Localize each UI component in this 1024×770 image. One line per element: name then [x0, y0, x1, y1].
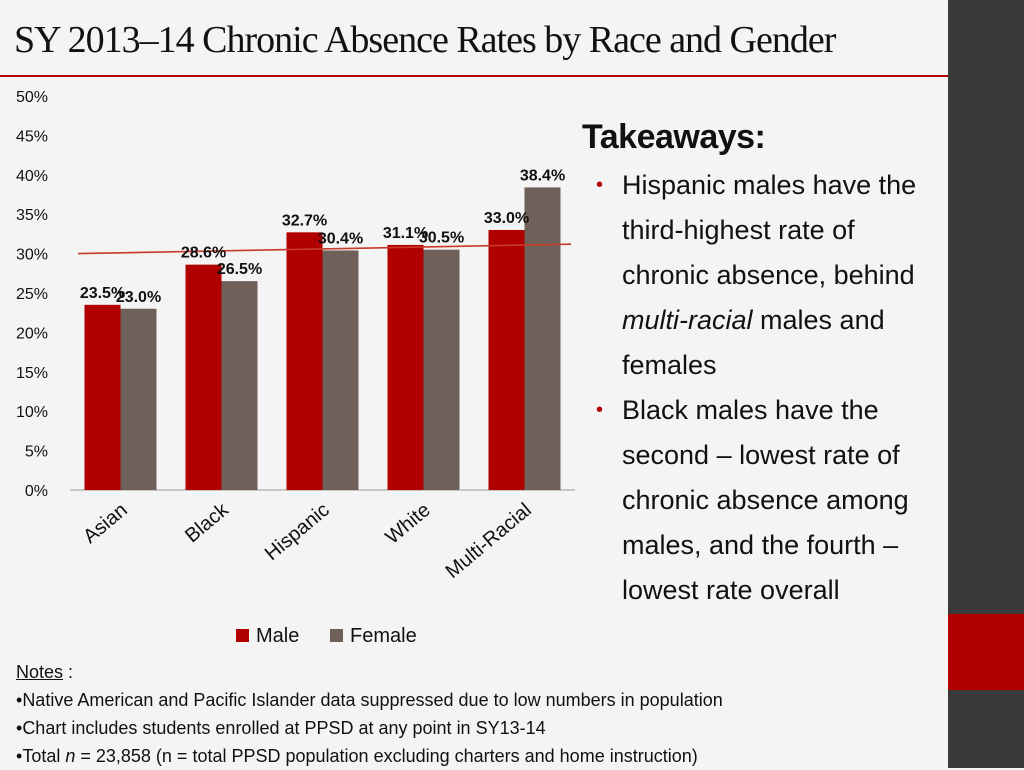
- note-text: Native American and Pacific Islander dat…: [22, 690, 723, 710]
- note-item: •Chart includes students enrolled at PPS…: [16, 718, 546, 738]
- title-divider: [0, 75, 948, 77]
- notes-section: Notes : •Native American and Pacific Isl…: [16, 658, 723, 770]
- bar-female: [524, 187, 561, 490]
- bar-female: [322, 250, 359, 490]
- data-label: 23.5%: [80, 285, 125, 302]
- note-text: Total: [22, 746, 66, 766]
- bar-male: [387, 244, 424, 490]
- data-label: 31.1%: [383, 225, 428, 242]
- y-tick-label: 35%: [16, 207, 48, 224]
- category-label: Asian: [79, 499, 131, 548]
- legend-swatch-female: [330, 629, 343, 642]
- data-label: 30.5%: [419, 230, 464, 247]
- bar-female: [221, 281, 258, 490]
- takeaways-list: • Hispanic males have the third-highest …: [582, 163, 948, 613]
- right-accent-block: [948, 614, 1024, 690]
- notes-list: •Native American and Pacific Islander da…: [16, 686, 723, 770]
- y-tick-label: 45%: [16, 128, 48, 145]
- bar-male: [84, 304, 121, 490]
- takeaway-text-end: males and females: [622, 305, 885, 380]
- legend-swatch-male: [236, 629, 249, 642]
- takeaways-panel: Takeaways: • Hispanic males have the thi…: [582, 118, 948, 613]
- y-tick-label: 50%: [16, 89, 48, 106]
- note-item: •Native American and Pacific Islander da…: [16, 690, 723, 710]
- notes-heading-suffix: :: [63, 662, 74, 682]
- y-tick-label: 0%: [25, 483, 48, 500]
- takeaways-heading: Takeaways:: [582, 118, 766, 156]
- legend-label: Female: [350, 625, 417, 647]
- y-tick-label: 20%: [16, 325, 48, 342]
- takeaway-item: • Hispanic males have the third-highest …: [582, 163, 948, 388]
- y-tick-label: 10%: [16, 404, 48, 421]
- note-text-end: = 23,858 (n = total PPSD population excl…: [75, 746, 698, 766]
- takeaway-emphasis: multi-racial: [622, 305, 753, 335]
- takeaway-text: Black males have the second – lowest rat…: [622, 395, 909, 605]
- data-label: 33.0%: [484, 210, 529, 227]
- data-label: 26.5%: [217, 261, 262, 278]
- data-label: 23.0%: [116, 289, 161, 306]
- y-tick-label: 30%: [16, 247, 48, 264]
- legend-label: Male: [256, 625, 299, 647]
- bar-male: [488, 229, 525, 490]
- category-label: Hispanic: [261, 499, 334, 565]
- data-label: 30.4%: [318, 230, 363, 247]
- bar-female: [120, 308, 157, 490]
- y-tick-label: 5%: [25, 444, 48, 461]
- y-tick-label: 40%: [16, 168, 48, 185]
- bullet-icon: •: [596, 399, 604, 421]
- note-emphasis: n: [65, 746, 76, 766]
- data-label: 32.7%: [282, 212, 327, 229]
- note-item: •Total n = 23,858 (n = total PPSD popula…: [16, 746, 698, 766]
- category-label: Multi-Racial: [442, 499, 536, 583]
- slide-title: SY 2013–14 Chronic Absence Rates by Race…: [14, 19, 836, 61]
- bar-male: [185, 264, 222, 490]
- bar-male: [286, 232, 323, 490]
- note-text: Chart includes students enrolled at PPSD…: [22, 718, 546, 738]
- trendline: [77, 243, 572, 255]
- y-tick-label: 25%: [16, 286, 48, 303]
- category-label: Black: [181, 498, 233, 547]
- category-label: White: [381, 499, 434, 549]
- data-label: 28.6%: [181, 245, 226, 262]
- y-tick-label: 15%: [16, 365, 48, 382]
- notes-title: Notes :: [16, 658, 723, 686]
- bar-chart: 0% 5% 10% 15% 20% 25% 30% 35% 40% 45% 50% 23.5%23.0…: [16, 89, 575, 647]
- data-label: 38.4%: [520, 167, 565, 184]
- bar-female: [423, 249, 460, 490]
- bullet-icon: •: [596, 174, 604, 196]
- takeaway-text: Hispanic males have the third-highest ra…: [622, 170, 917, 290]
- takeaway-item: • Black males have the second – lowest r…: [582, 388, 948, 613]
- notes-heading: Notes: [16, 662, 64, 682]
